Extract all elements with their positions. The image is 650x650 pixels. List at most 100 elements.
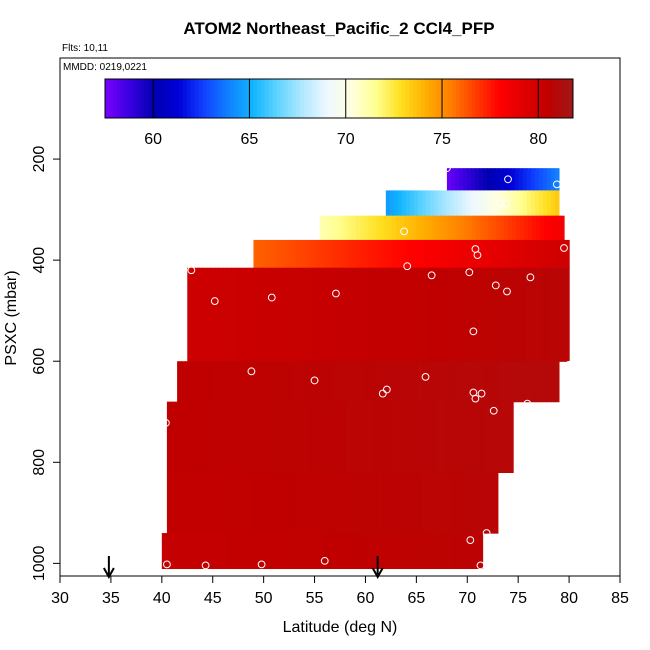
heatmap-cell — [530, 190, 536, 217]
sample-point — [465, 268, 474, 277]
heatmap-cell — [531, 215, 537, 241]
heatmap-cell — [221, 361, 226, 403]
heatmap-cell — [443, 215, 449, 241]
heatmap-cell — [295, 267, 301, 362]
heatmap-cell — [454, 361, 460, 403]
heatmap-cell — [297, 239, 302, 269]
colorbar-swatch — [300, 79, 305, 118]
heatmap-cell — [478, 190, 484, 217]
heatmap-cell — [229, 533, 235, 570]
heatmap-cell — [161, 533, 167, 570]
heatmap-cell — [545, 239, 550, 269]
heatmap-cell — [275, 267, 281, 362]
colorbar-swatch — [545, 79, 551, 118]
colorbar-swatch — [241, 79, 246, 118]
heatmap-cell — [233, 533, 239, 570]
heatmap-cell — [195, 267, 200, 362]
heatmap-cell — [487, 215, 493, 241]
sample-point — [201, 561, 210, 570]
heatmap-cell — [254, 472, 260, 534]
heatmap-cell — [289, 361, 295, 403]
heatmap-cell — [282, 472, 288, 534]
colorbar-swatch — [171, 79, 176, 118]
x-tick-label: 30 — [51, 590, 69, 607]
heatmap-cell — [209, 361, 214, 403]
heatmap-cell — [506, 168, 512, 192]
heatmap-cell — [194, 401, 200, 473]
heatmap-cell — [458, 168, 464, 192]
y-tick-label: 600 — [31, 348, 48, 375]
y-tick-label: 1000 — [31, 545, 48, 581]
colorbar-swatch — [272, 79, 278, 118]
heatmap-cell — [481, 401, 486, 473]
heatmap-cell — [254, 401, 260, 473]
x-tick-label: 35 — [102, 590, 120, 607]
heatmap-cell — [322, 401, 327, 473]
heatmap-cell — [354, 533, 359, 570]
heatmap-cell — [166, 401, 172, 473]
heatmap-cell — [338, 401, 343, 473]
heatmap-cell — [521, 239, 526, 269]
heatmap-cell — [370, 472, 375, 534]
heatmap-cell — [442, 533, 448, 570]
heatmap-cell — [242, 401, 248, 473]
colorbar-swatch — [175, 79, 180, 118]
heatmap-cell — [278, 401, 283, 473]
colorbar-swatch — [288, 79, 293, 118]
heatmap-cell — [337, 239, 342, 269]
heatmap-cell — [307, 267, 313, 362]
heatmap-cell — [265, 239, 271, 269]
colorbar-swatch — [194, 79, 200, 118]
heatmap-cell — [480, 267, 486, 362]
heatmap-cell — [226, 401, 232, 473]
heatmap-cell — [230, 401, 236, 473]
heatmap-cell — [258, 472, 264, 534]
heatmap-cell — [510, 190, 516, 217]
chart-title: ATOM2 Northeast_Pacific_2 CCl4_PFP — [183, 19, 494, 38]
colorbar-swatch — [428, 79, 434, 118]
heatmap-cell — [466, 361, 472, 403]
heatmap-cell — [434, 533, 440, 570]
sample-point — [257, 560, 266, 569]
heatmap-cell — [408, 267, 413, 362]
heatmap-cell — [283, 267, 289, 362]
heatmap-cell — [537, 239, 542, 269]
x-tick-label: 70 — [458, 590, 476, 607]
heatmap-cell — [388, 267, 393, 362]
heatmap-cell — [266, 472, 272, 534]
x-tick-label: 40 — [153, 590, 171, 607]
colorbar-swatch — [432, 79, 437, 118]
heatmap-cell — [484, 267, 490, 362]
heatmap-cell — [170, 472, 176, 534]
heatmap-cell — [382, 533, 387, 570]
heatmap-cell — [450, 361, 456, 403]
heatmap-cell — [462, 361, 468, 403]
heatmap-cell — [318, 401, 323, 473]
heatmap-cell — [445, 472, 451, 534]
colorbar-swatch — [159, 79, 164, 118]
heatmap-cell — [293, 361, 299, 403]
heatmap-cell — [496, 267, 502, 362]
heatmap-cell — [450, 168, 456, 192]
heatmap-cell — [540, 267, 546, 362]
heatmap-cell — [265, 361, 271, 403]
colorbar-swatch — [253, 79, 258, 118]
heatmap-cell — [237, 361, 242, 403]
x-tick-label: 60 — [357, 590, 375, 607]
sample-point — [565, 360, 573, 369]
heatmap-cell — [335, 267, 341, 362]
heatmap-cell — [517, 239, 522, 269]
heatmap-cell — [473, 401, 478, 473]
colorbar-swatch — [311, 79, 317, 118]
colorbar-swatch — [526, 79, 531, 118]
heatmap-cell — [365, 401, 371, 473]
heatmap-cell — [482, 190, 488, 217]
heatmap-cell — [414, 533, 419, 570]
heatmap-cell — [426, 533, 432, 570]
heatmap-cell — [262, 533, 267, 570]
heatmap-cell — [217, 533, 223, 570]
heatmap-cell — [274, 401, 279, 473]
heatmap-cell — [449, 401, 455, 473]
heatmap-cell — [444, 267, 450, 362]
heatmap-cell — [478, 168, 484, 192]
